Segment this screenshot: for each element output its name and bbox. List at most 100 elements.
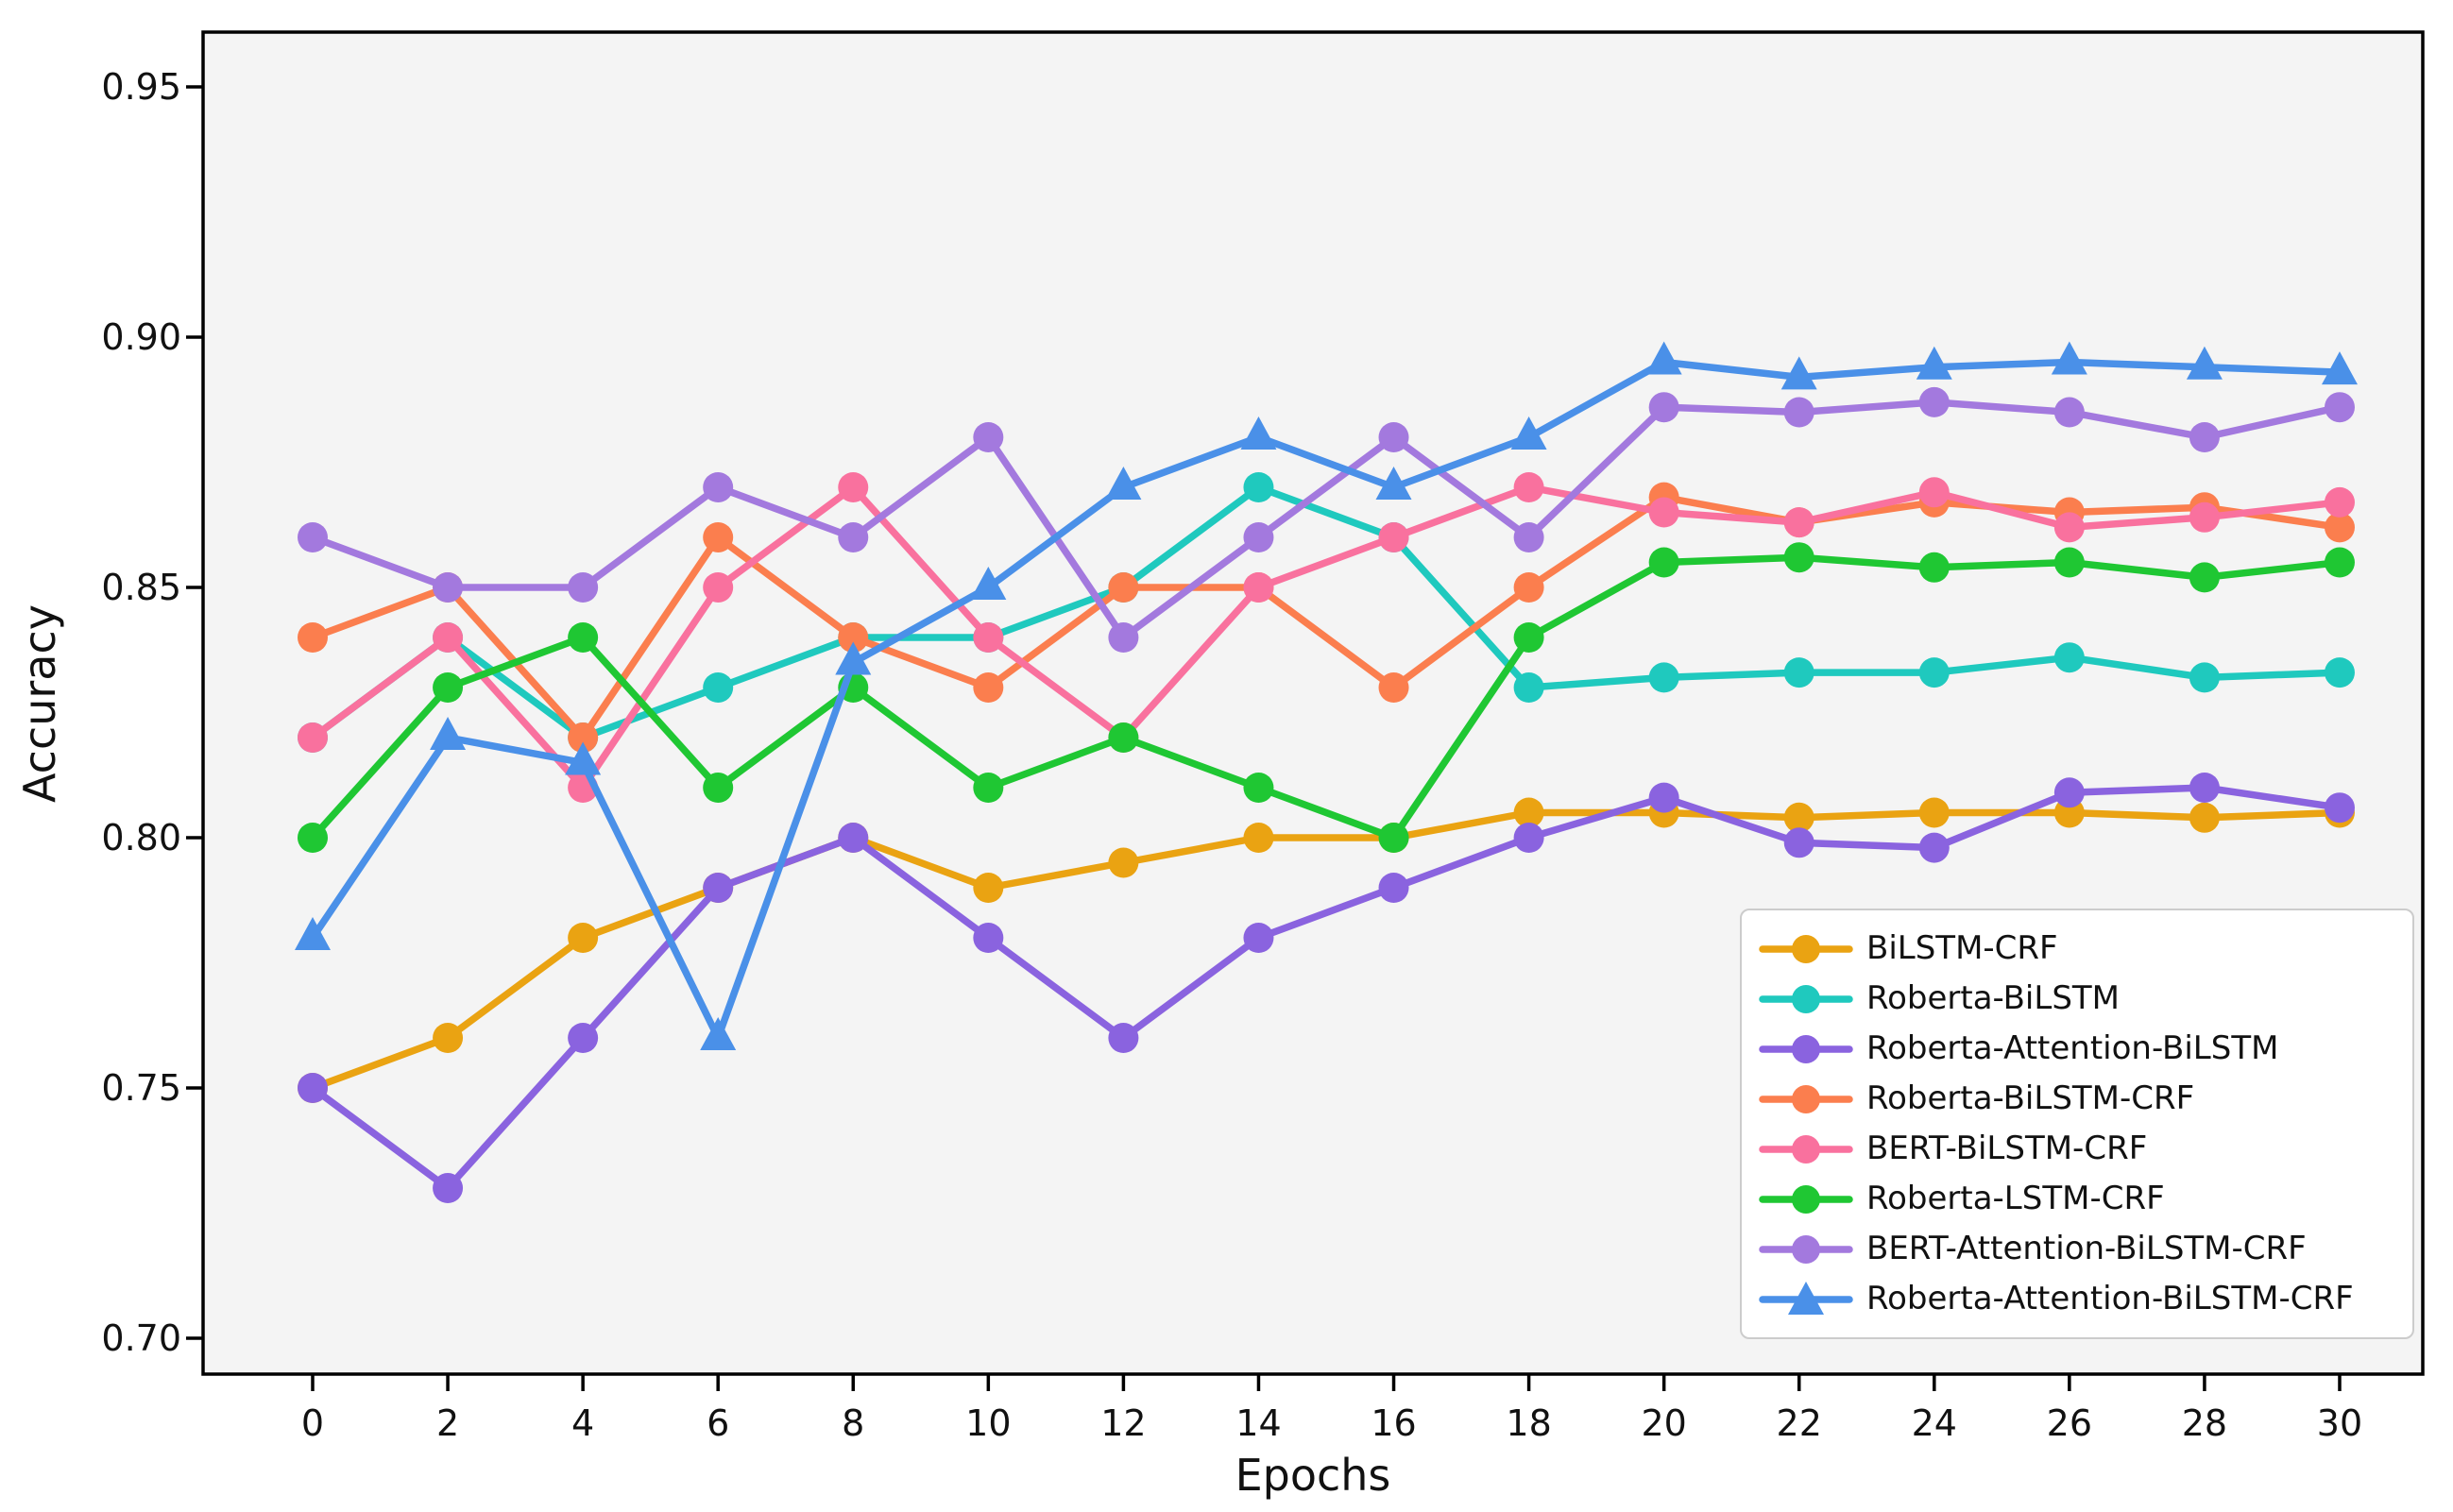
data-point-Roberta-Attention-BiLSTM-CRF [1375, 467, 1412, 500]
data-point-BiLSTM-CRF [1513, 797, 1544, 828]
data-point-Roberta-Attention-BiLSTM [1513, 823, 1544, 853]
x-axis-label: Epochs [1235, 1450, 1391, 1501]
data-point-Roberta-BiLSTM [1513, 672, 1544, 703]
data-point-BERT-BiLSTM-CRF [2324, 486, 2355, 518]
data-point-Roberta-BiLSTM [1783, 657, 1814, 688]
legend-marker-circle [1759, 934, 1853, 963]
data-point-Roberta-Attention-BiLSTM [2053, 777, 2085, 808]
legend-marker-circle [1759, 1084, 1853, 1113]
legend-label: Roberta-BiLSTM-CRF [1866, 1079, 2195, 1117]
data-point-Roberta-Attention-BiLSTM-CRF [1510, 416, 1547, 450]
data-point-BERT-BiLSTM-CRF [703, 572, 734, 603]
data-point-BiLSTM-CRF [2189, 802, 2220, 833]
data-point-Roberta-BiLSTM [1918, 657, 1950, 688]
data-point-BiLSTM-CRF [433, 1023, 464, 1053]
legend-label: BiLSTM-CRF [1866, 929, 2058, 967]
data-point-Roberta-Attention-BiLSTM-CRF [565, 741, 602, 775]
legend-item-BiLSTM-CRF: BiLSTM-CRF [1759, 924, 2395, 974]
data-point-Roberta-LSTM-CRF [298, 823, 328, 853]
data-point-BERT-Attention-BiLSTM-CRF [1108, 622, 1139, 653]
x-tick-label: 26 [2047, 1402, 2092, 1444]
series-layer [295, 341, 2358, 1203]
legend-circle-icon [1792, 1134, 1820, 1164]
data-point-Roberta-BiLSTM [703, 672, 734, 703]
series-line-BERT-Attention-BiLSTM-CRF [309, 399, 2343, 641]
data-point-Roberta-LSTM-CRF [973, 773, 1004, 803]
data-point-Roberta-BiLSTM [1648, 662, 1679, 693]
x-tick-label: 18 [1506, 1402, 1551, 1444]
data-point-Roberta-LSTM-CRF [568, 622, 599, 653]
data-point-BERT-Attention-BiLSTM-CRF [2053, 397, 2085, 428]
data-point-BERT-BiLSTM-CRF [973, 622, 1004, 653]
data-point-BERT-Attention-BiLSTM-CRF [973, 422, 1004, 452]
x-tick-label: 12 [1100, 1402, 1146, 1444]
data-point-Roberta-BiLSTM-CRF [1513, 572, 1544, 603]
data-point-BERT-Attention-BiLSTM-CRF [1513, 522, 1544, 552]
data-point-Roberta-LSTM-CRF [2053, 547, 2085, 578]
series-line-Roberta-LSTM-CRF [309, 553, 2343, 841]
series-line-BERT-BiLSTM-CRF [309, 484, 2343, 791]
chart-legend: BiLSTM-CRF Roberta-BiLSTM Roberta-Attentio… [1740, 909, 2414, 1339]
data-point-Roberta-LSTM-CRF [433, 672, 464, 703]
data-point-BERT-Attention-BiLSTM-CRF [433, 572, 464, 603]
data-point-Roberta-BiLSTM-CRF [838, 622, 869, 653]
data-point-BERT-Attention-BiLSTM-CRF [1783, 397, 1814, 428]
legend-triangle-icon [1788, 1281, 1824, 1315]
data-point-Roberta-Attention-BiLSTM [1243, 923, 1274, 953]
data-point-BERT-BiLSTM-CRF [1648, 497, 1679, 528]
y-tick-label: 0.75 [101, 1067, 181, 1109]
x-tick-label: 14 [1235, 1402, 1281, 1444]
series-line-Roberta-Attention-BiLSTM-CRF [309, 358, 2343, 1042]
data-point-BiLSTM-CRF [1918, 797, 1950, 828]
data-point-Roberta-Attention-BiLSTM-CRF [700, 1017, 737, 1050]
data-point-Roberta-Attention-BiLSTM [973, 923, 1004, 953]
legend-item-Roberta-BiLSTM: Roberta-BiLSTM [1759, 974, 2395, 1024]
legend-item-Roberta-BiLSTM-CRF: Roberta-BiLSTM-CRF [1759, 1074, 2395, 1124]
x-tick-label: 4 [571, 1402, 594, 1444]
y-tick-label: 0.85 [101, 567, 181, 608]
series-line-Roberta-Attention-BiLSTM [309, 784, 2343, 1192]
data-point-Roberta-LSTM-CRF [1918, 552, 1950, 583]
data-point-Roberta-LSTM-CRF [2324, 547, 2355, 578]
data-point-Roberta-BiLSTM-CRF [973, 672, 1004, 703]
data-point-Roberta-Attention-BiLSTM [1783, 827, 1814, 858]
data-point-Roberta-LSTM-CRF [1108, 722, 1139, 753]
data-point-BERT-BiLSTM-CRF [1513, 472, 1544, 502]
data-point-BERT-Attention-BiLSTM-CRF [703, 472, 734, 502]
data-point-Roberta-Attention-BiLSTM [433, 1173, 464, 1203]
data-point-Roberta-Attention-BiLSTM [2324, 792, 2355, 824]
x-tick-label: 22 [1777, 1402, 1822, 1444]
y-axis-label: Accuracy [14, 604, 65, 803]
data-point-Roberta-Attention-BiLSTM-CRF [1240, 416, 1277, 450]
y-tick-label: 0.70 [101, 1317, 181, 1359]
data-point-BERT-BiLSTM-CRF [433, 622, 464, 653]
legend-marker-circle [1759, 1034, 1853, 1063]
data-point-Roberta-Attention-BiLSTM [1648, 782, 1679, 813]
data-point-Roberta-BiLSTM [2053, 642, 2085, 673]
data-point-BiLSTM-CRF [1108, 847, 1139, 878]
data-point-BERT-BiLSTM-CRF [1243, 572, 1274, 603]
data-point-BiLSTM-CRF [1243, 823, 1274, 853]
data-point-BERT-BiLSTM-CRF [1783, 507, 1814, 538]
x-tick-label: 24 [1912, 1402, 1957, 1444]
data-point-BERT-BiLSTM-CRF [2189, 501, 2220, 533]
legend-marker-circle [1759, 1234, 1853, 1264]
data-point-BERT-BiLSTM-CRF [2053, 512, 2085, 543]
data-point-Roberta-Attention-BiLSTM [2189, 773, 2220, 803]
data-point-BERT-Attention-BiLSTM-CRF [2324, 392, 2355, 423]
data-point-Roberta-Attention-BiLSTM [838, 823, 869, 853]
data-point-BERT-BiLSTM-CRF [1918, 477, 1950, 508]
x-tick-label: 16 [1371, 1402, 1416, 1444]
legend-label: Roberta-Attention-BiLSTM [1866, 1029, 2279, 1067]
y-tick-label: 0.90 [101, 316, 181, 358]
data-point-BERT-BiLSTM-CRF [298, 722, 328, 753]
data-point-Roberta-BiLSTM-CRF [298, 622, 328, 653]
legend-marker-circle [1759, 984, 1853, 1013]
data-point-Roberta-BiLSTM-CRF [2324, 512, 2355, 543]
legend-marker-circle [1759, 1184, 1853, 1214]
data-point-BERT-Attention-BiLSTM-CRF [1243, 522, 1274, 552]
data-point-Roberta-LSTM-CRF [1783, 542, 1814, 573]
data-point-Roberta-LSTM-CRF [703, 773, 734, 803]
data-point-Roberta-LSTM-CRF [2189, 562, 2220, 593]
data-point-Roberta-Attention-BiLSTM [1378, 873, 1409, 903]
